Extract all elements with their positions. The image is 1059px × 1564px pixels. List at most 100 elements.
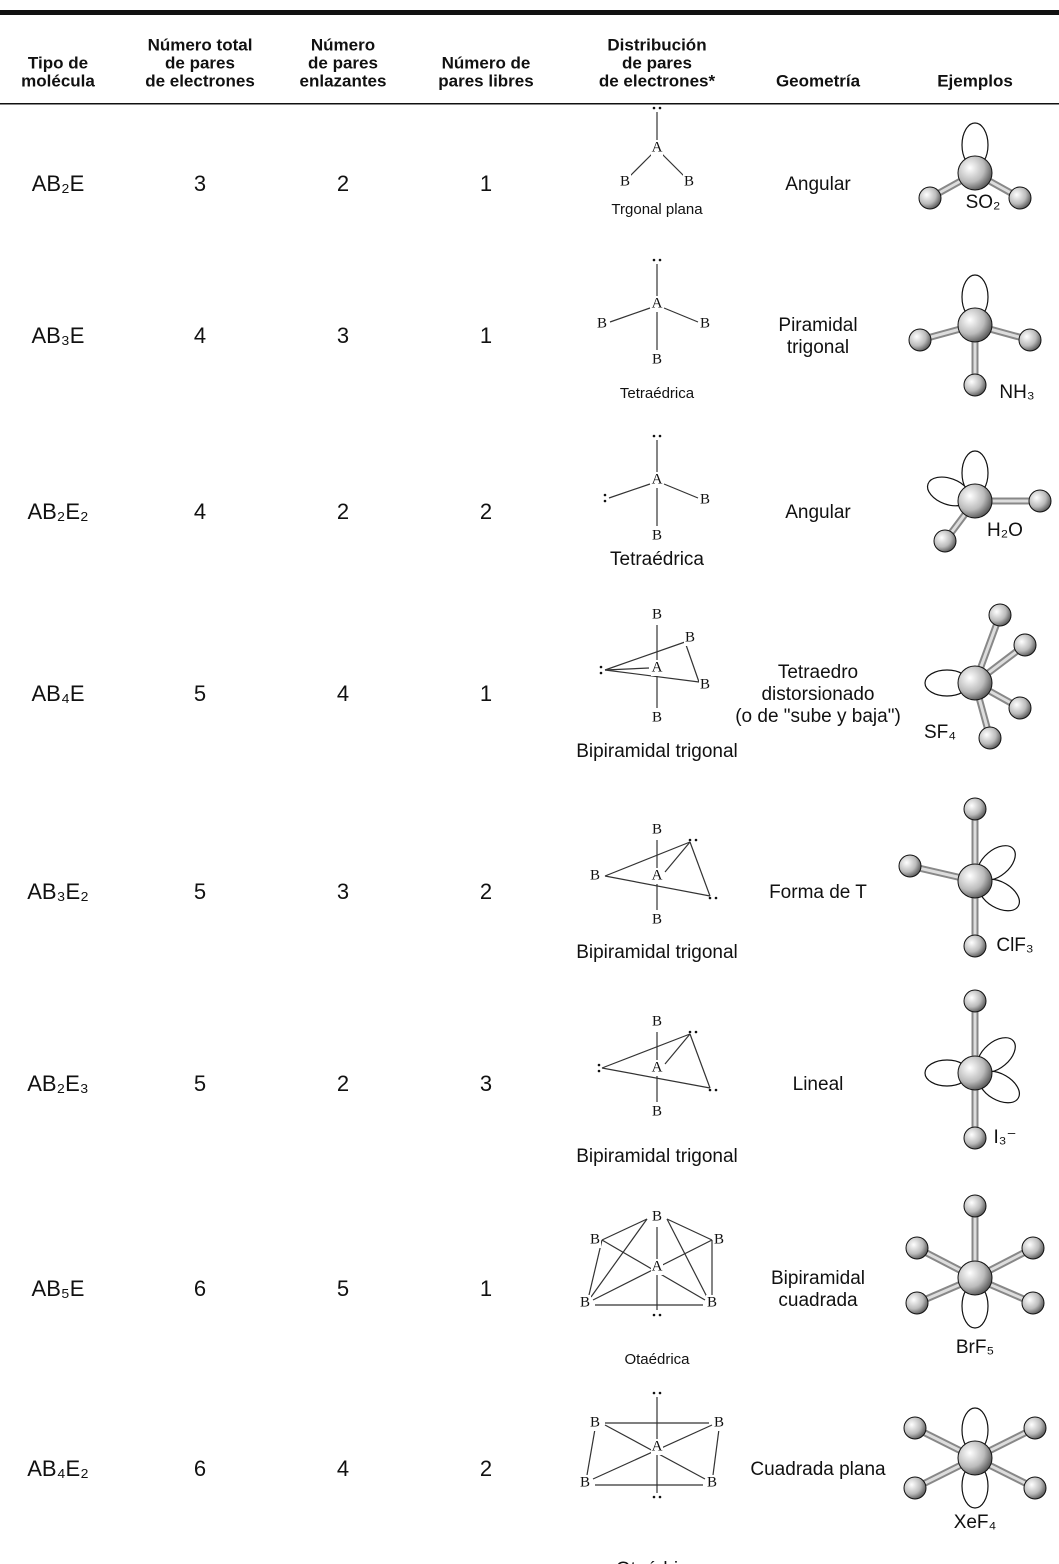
distribution-label: Otaédrica <box>624 1351 690 1368</box>
cell-number: 2 <box>480 499 492 524</box>
table: Tipo demoléculaNúmero totalde paresde el… <box>0 0 1059 1564</box>
lone-pair-dot <box>659 435 662 438</box>
atom-label: B <box>700 491 710 507</box>
molecule-type: AB₃E <box>32 323 85 348</box>
cell-number: 1 <box>480 1276 492 1301</box>
cell-number: 5 <box>194 879 206 904</box>
header-text: molécula <box>21 71 95 90</box>
molecule-type: AB₅E <box>32 1276 85 1301</box>
lone-pair-dot <box>604 500 607 503</box>
cell-number: 2 <box>337 499 349 524</box>
diagram-line <box>605 642 685 670</box>
cell-number: 5 <box>194 1071 206 1096</box>
diagram-line <box>630 154 652 176</box>
atom-label: A <box>652 1059 663 1075</box>
ligand-atom <box>899 855 921 877</box>
cell-number: 1 <box>480 323 492 348</box>
ligand-atom <box>964 374 986 396</box>
ligand-atom <box>1024 1477 1046 1499</box>
ligand-atom <box>906 1237 928 1259</box>
ligand-atom <box>909 329 931 351</box>
diagram-line <box>609 484 650 498</box>
atom-label: B <box>652 821 662 837</box>
central-atom <box>958 156 992 190</box>
geometry: Cuadrada plana <box>750 1459 886 1480</box>
ligand-atom <box>1029 490 1051 512</box>
cell-number: 4 <box>337 1456 349 1481</box>
distribution-label: Bipiramidal trigonal <box>576 1146 738 1167</box>
geometry: Piramidal <box>778 315 857 336</box>
diagram-line <box>667 1219 707 1297</box>
cell-number: 6 <box>194 1456 206 1481</box>
geometry: Lineal <box>793 1074 844 1095</box>
atom-label: B <box>714 1414 724 1430</box>
lone-pair-dot <box>600 666 603 669</box>
ligand-atom <box>1009 697 1031 719</box>
header-text: Geometría <box>776 71 861 90</box>
geometry: Bipiramidal <box>771 1268 865 1289</box>
atom-label: B <box>684 173 694 189</box>
central-atom <box>958 308 992 342</box>
lone-pair-dot <box>659 1314 662 1317</box>
ligand-atom <box>919 187 941 209</box>
atom-label: B <box>652 709 662 725</box>
atom-label: B <box>714 1231 724 1247</box>
cell-number: 3 <box>194 171 206 196</box>
cell-number: 3 <box>480 1071 492 1096</box>
distribution-label: Tetraédrica <box>620 385 695 402</box>
geometry: cuadrada <box>778 1290 858 1311</box>
distribution-label: Otaédrica <box>616 1559 699 1564</box>
atom-label: B <box>652 911 662 927</box>
atom-label: B <box>685 629 695 645</box>
atom-label: B <box>700 315 710 331</box>
header-text: de pares <box>308 53 378 72</box>
header-text: Ejemplos <box>937 71 1013 90</box>
lone-pair-dot <box>695 1031 698 1034</box>
geometry: distorsionado <box>761 684 874 705</box>
distribution-label: Bipiramidal trigonal <box>576 942 738 963</box>
example-formula: XeF₄ <box>954 1512 997 1533</box>
example-formula: I₃⁻ <box>993 1127 1016 1148</box>
lone-pair-dot <box>659 1392 662 1395</box>
cell-number: 4 <box>337 681 349 706</box>
cell-number: 2 <box>337 171 349 196</box>
ligand-atom <box>934 530 956 552</box>
ligand-atom <box>989 604 1011 626</box>
lone-pair-dot <box>659 107 662 110</box>
atom-label: B <box>580 1474 590 1490</box>
diagram-line <box>690 842 710 896</box>
atom-label: B <box>652 351 662 367</box>
header-text: pares libres <box>438 71 533 90</box>
ligand-atom <box>906 1292 928 1314</box>
atom-label: B <box>652 1208 662 1224</box>
ligand-atom <box>964 990 986 1012</box>
header-text: enlazantes <box>300 71 387 90</box>
atom-label: A <box>652 659 663 675</box>
cell-number: 5 <box>194 681 206 706</box>
geometry: (o de "sube y baja") <box>735 706 901 727</box>
molecule-type: AB₄E₂ <box>27 1456 89 1481</box>
lone-pair-dot <box>653 1314 656 1317</box>
ligand-atom <box>964 1195 986 1217</box>
example-formula: BrF₅ <box>956 1337 994 1358</box>
lone-pair-dot <box>653 435 656 438</box>
atom-label: A <box>652 1438 663 1454</box>
diagram-line <box>664 308 698 322</box>
atom-label: B <box>707 1294 717 1310</box>
atom-label: B <box>597 315 607 331</box>
top-rule <box>0 10 1059 15</box>
header-text: de electrones <box>145 71 255 90</box>
geometry: Tetraedro <box>778 662 858 683</box>
lone-pair-dot <box>604 494 607 497</box>
diagram-line <box>713 1429 719 1475</box>
lone-pair-dot <box>689 1031 692 1034</box>
diagram-line <box>690 1034 710 1088</box>
molecule-type: AB₃E₂ <box>27 879 89 904</box>
geometry: trigonal <box>787 337 849 358</box>
atom-label: A <box>652 471 663 487</box>
lone-pair-dot <box>659 1496 662 1499</box>
header-text: Número total <box>148 35 253 54</box>
header-text: de electrones* <box>599 71 716 90</box>
diagram-line <box>602 1219 647 1240</box>
lone-pair-dot <box>598 1070 601 1073</box>
